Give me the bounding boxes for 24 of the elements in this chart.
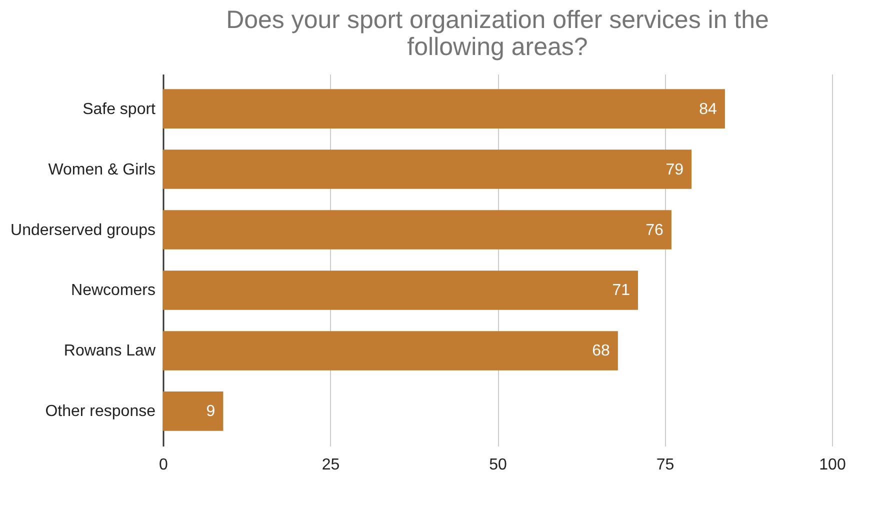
y-tick-label: Underserved groups [10,222,156,239]
bar [163,89,725,128]
data-label: 84 [699,100,718,118]
data-label: 68 [592,342,610,360]
data-label: 76 [646,222,664,239]
y-tick-label: Safe sport [82,100,156,118]
y-tick-label: Women & Girls [48,161,156,178]
bar [163,270,638,310]
x-tick-label: 100 [819,456,846,474]
data-label: 9 [206,403,216,420]
data-label: 71 [612,282,630,300]
x-tick-label: 75 [656,456,674,474]
x-tick-label: 25 [322,456,340,474]
y-tick-label: Rowans Law [64,342,156,360]
chart-title: Does your sport organization offer services in the following areas? [226,6,769,61]
bar [163,392,224,431]
bar [163,210,672,250]
bar [163,331,618,370]
data-label: 79 [666,161,684,178]
y-tick-label: Newcomers [71,282,156,300]
y-tick-label: Other response [45,403,156,420]
x-tick-label: 50 [489,456,507,474]
bar [163,150,692,189]
x-tick-label: 0 [159,456,168,474]
